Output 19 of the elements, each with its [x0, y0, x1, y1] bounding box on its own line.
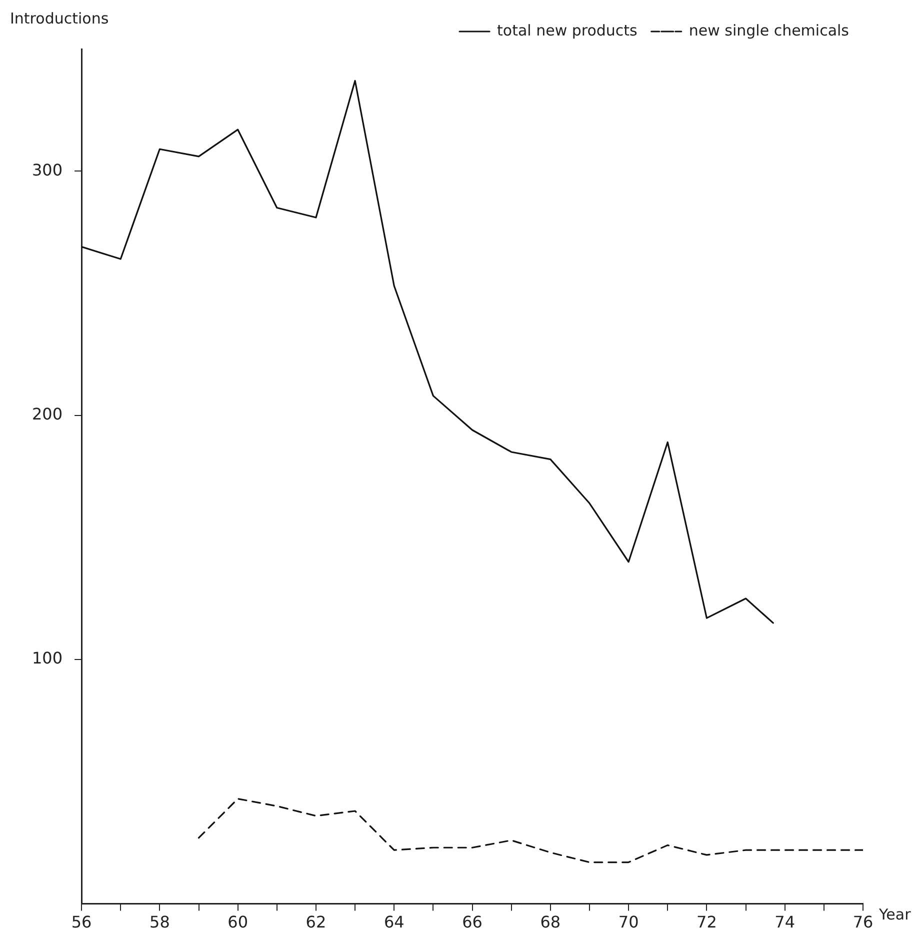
x-tick-label: 68 — [540, 912, 561, 932]
y-axis-title: Introductions — [10, 9, 109, 28]
x-tick-label: 62 — [306, 912, 326, 932]
x-tick-label: 66 — [462, 912, 482, 932]
y-tick-label: 300 — [32, 160, 63, 180]
x-tick-label: 60 — [228, 912, 248, 932]
x-tick-label: 56 — [71, 912, 92, 932]
x-tick-label: 64 — [384, 912, 404, 932]
y-tick-label: 100 — [32, 648, 63, 668]
y-tick-label: 200 — [32, 404, 63, 424]
x-axis-title: Year — [878, 906, 912, 924]
x-tick-label: 72 — [696, 912, 717, 932]
legend-label: total new products — [497, 21, 638, 40]
line-series — [198, 798, 863, 864]
x-tick-label: 76 — [852, 912, 874, 932]
x-tick-label: 74 — [774, 912, 796, 932]
x-tick-label: 58 — [150, 912, 170, 932]
x-tick-label: 70 — [618, 912, 639, 932]
legend-label: new single chemicals — [688, 21, 850, 40]
